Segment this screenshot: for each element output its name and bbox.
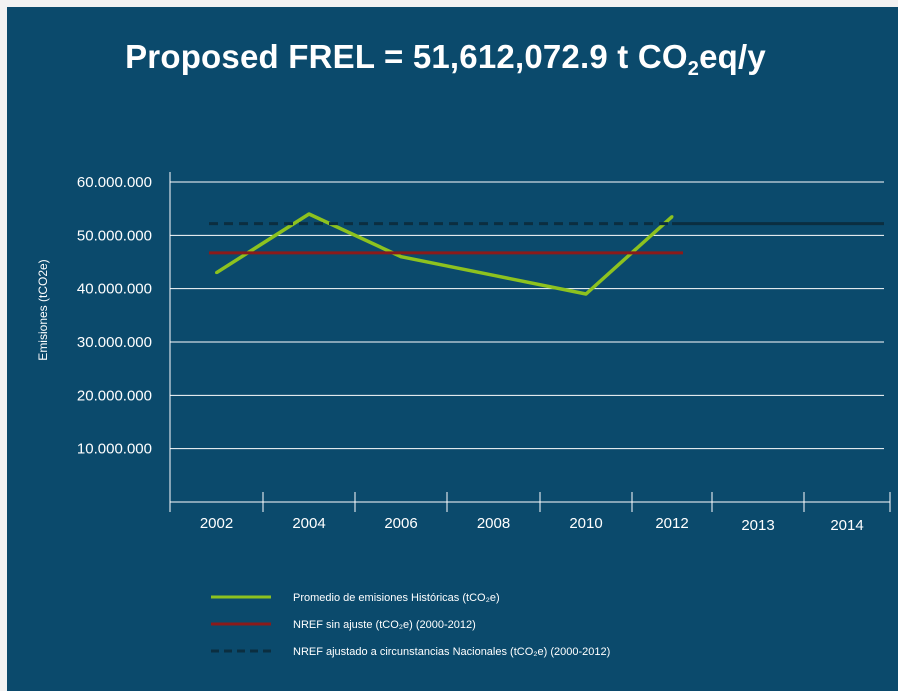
y-tick-label: 50.000.000 <box>77 227 152 244</box>
series <box>209 212 884 296</box>
x-tick-label: 2006 <box>384 515 417 532</box>
legend: Promedio de emisiones Históricas (tCO₂e)… <box>211 592 610 658</box>
series-historical-point <box>584 292 588 296</box>
series-historical-point <box>215 271 218 275</box>
y-axis-label: Emisiones (tCO2e) <box>36 259 50 360</box>
y-tick-label: 30.000.000 <box>77 334 152 351</box>
legend-label: NREF sin ajuste (tCO₂e) (2000-2012) <box>293 619 476 631</box>
title-prefix: Proposed FREL = 51,612,072.9 t CO <box>125 38 688 75</box>
series-historical-point <box>399 255 403 259</box>
series-historical-point <box>492 273 495 277</box>
grid <box>170 181 884 450</box>
x-tick-label: 2002 <box>200 515 233 532</box>
title-suffix: eq/y <box>699 38 766 75</box>
legend-label: NREF ajustado a circunstancias Nacionale… <box>293 646 610 658</box>
title-subscript: 2 <box>687 58 700 80</box>
series-historical-point <box>307 212 311 216</box>
axes: 10.000.000 20.000.000 30.000.000 40.000.000… <box>77 172 891 534</box>
chart-title: Proposed FREL = 51,612,072.9 t CO2eq/y <box>0 38 891 80</box>
legend-label: Promedio de emisiones Históricas (tCO₂e) <box>293 592 500 604</box>
y-tick-label: 10.000.000 <box>77 441 152 458</box>
x-tick-label: 2012 <box>655 515 688 532</box>
y-tick-label: 40.000.000 <box>77 281 152 298</box>
x-tick-label: 2014 <box>830 517 863 534</box>
x-tick-label: 2004 <box>292 515 325 532</box>
x-tick-label: 2008 <box>477 515 510 532</box>
chart-panel <box>7 7 898 691</box>
y-tick-label: 20.000.000 <box>77 387 152 404</box>
series-historical-line <box>215 212 674 296</box>
y-tick-label: 60.000.000 <box>77 174 152 191</box>
x-tick-label: 2010 <box>569 515 602 532</box>
series-historical-point <box>670 215 674 219</box>
x-tick-label: 2013 <box>741 517 774 534</box>
